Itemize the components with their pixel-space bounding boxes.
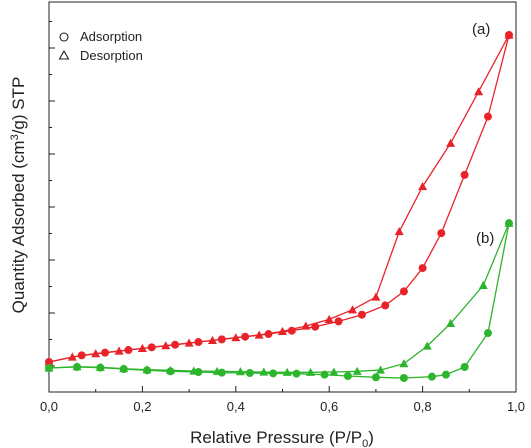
point-b-desorption xyxy=(282,367,292,376)
point-b-desorption xyxy=(259,367,269,376)
point-a-adsorption xyxy=(399,287,408,296)
point-a-desorption xyxy=(504,30,514,39)
x-axis-title-subscript: 0 xyxy=(362,438,368,448)
point-b-desorption xyxy=(235,367,245,376)
point-b-desorption xyxy=(95,362,105,371)
x-tick-label: 0,8 xyxy=(414,399,432,414)
x-axis-title: Relative Pressure (P/P0) xyxy=(190,428,374,448)
series-line-a-adsorption xyxy=(48,34,510,363)
point-b-desorption xyxy=(478,280,488,290)
point-b-adsorption xyxy=(460,363,469,372)
series-b-desorption xyxy=(44,218,514,376)
y-axis-title: Quantity Adsorbed (cm3/g) STP xyxy=(9,77,28,314)
point-a-desorption xyxy=(91,349,101,358)
x-tick-label: 1,0 xyxy=(507,399,525,414)
point-a-desorption xyxy=(137,343,147,352)
point-a-adsorption xyxy=(287,326,296,335)
point-b-desorption xyxy=(142,365,152,374)
series-a-desorption xyxy=(44,30,514,366)
legend-desorption-marker xyxy=(58,49,70,60)
point-b-desorption xyxy=(376,365,386,374)
point-b-desorption xyxy=(306,367,316,376)
point-a-desorption xyxy=(418,182,428,191)
point-b-desorption xyxy=(399,359,409,368)
point-a-desorption xyxy=(114,346,124,355)
x-axis-title-main: Relative Pressure (P/P xyxy=(190,428,362,447)
point-b-adsorption xyxy=(427,372,436,381)
point-b-desorption xyxy=(119,364,129,373)
x-tick-label: 0,4 xyxy=(227,399,245,414)
panel-label-a: (a) xyxy=(472,21,490,38)
point-a-adsorption xyxy=(460,170,469,179)
point-b-desorption xyxy=(72,362,82,371)
series-line-a-desorption xyxy=(48,34,510,363)
point-a-adsorption xyxy=(357,310,366,319)
panel-label-b: (b) xyxy=(476,230,494,247)
point-a-adsorption xyxy=(311,322,320,331)
point-a-desorption xyxy=(44,357,54,366)
point-a-desorption xyxy=(324,314,334,323)
point-b-adsorption xyxy=(483,329,492,338)
legend-adsorption-label: Adsorption xyxy=(80,29,142,44)
series-line-b-adsorption xyxy=(48,222,510,379)
y-axis-title-main: Quantity Adsorbed (cm xyxy=(9,140,28,313)
point-a-desorption xyxy=(474,87,484,96)
point-a-desorption xyxy=(371,292,381,301)
point-b-adsorption xyxy=(269,369,278,378)
y-axis-ticks xyxy=(49,21,55,367)
legend: Adsorption Desorption xyxy=(58,29,143,63)
point-a-desorption xyxy=(394,226,404,236)
x-axis-title-close: ) xyxy=(368,428,374,447)
point-a-adsorption xyxy=(483,112,492,121)
legend-desorption-label: Desorption xyxy=(80,48,143,63)
point-a-desorption xyxy=(231,333,241,342)
point-a-desorption xyxy=(301,321,311,330)
point-b-desorption xyxy=(44,363,54,372)
point-b-adsorption xyxy=(399,373,408,382)
point-a-desorption xyxy=(254,330,264,339)
point-b-desorption xyxy=(165,365,175,374)
point-b-adsorption xyxy=(371,373,380,382)
y-axis-title-rest: /g) STP xyxy=(9,77,28,135)
point-a-desorption xyxy=(278,326,287,335)
point-b-desorption xyxy=(422,341,432,350)
x-tick-label: 0,2 xyxy=(133,399,151,414)
point-b-adsorption xyxy=(292,369,301,378)
series-layer xyxy=(44,30,514,382)
point-a-adsorption xyxy=(381,301,390,310)
point-b-desorption xyxy=(329,367,339,376)
x-tick-label: 0,6 xyxy=(320,399,338,414)
series-b-adsorption xyxy=(45,219,513,382)
point-a-adsorption xyxy=(418,264,427,273)
y-axis-title-superscript: 3 xyxy=(9,134,21,140)
point-b-adsorption xyxy=(441,370,450,379)
point-a-desorption xyxy=(207,335,217,344)
point-a-desorption xyxy=(67,352,77,361)
x-axis-ticks: 0,0 0,2 0,4 0,6 0,8 1,0 xyxy=(40,386,525,414)
point-a-adsorption xyxy=(334,317,343,326)
point-b-desorption xyxy=(212,366,222,375)
legend-adsorption-marker xyxy=(59,32,69,42)
point-b-desorption xyxy=(504,218,514,227)
point-b-desorption xyxy=(189,366,199,375)
series-a-adsorption xyxy=(45,31,513,367)
point-b-desorption xyxy=(446,318,456,327)
point-a-adsorption xyxy=(437,229,446,238)
point-b-adsorption xyxy=(343,371,352,380)
point-a-desorption xyxy=(446,138,456,147)
point-a-desorption xyxy=(348,305,358,314)
point-b-adsorption xyxy=(245,368,254,377)
point-b-desorption xyxy=(352,366,362,375)
point-a-desorption xyxy=(161,341,171,350)
x-tick-label: 0,0 xyxy=(40,399,58,414)
point-a-desorption xyxy=(184,338,194,347)
